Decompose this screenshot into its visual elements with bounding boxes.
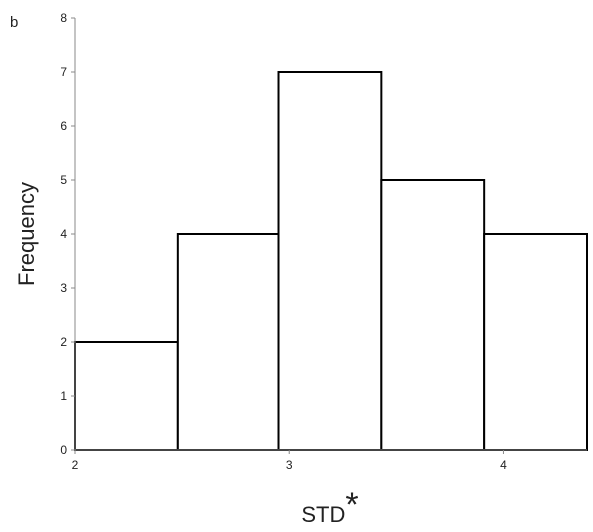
panel-label: b [10,14,18,31]
bars-group [74,71,588,451]
y-axis: 0 1 2 3 4 5 6 7 8 [60,11,76,457]
y-axis-title: Frequency [14,182,39,286]
y-tick-label: 1 [60,389,67,403]
y-tick-label: 3 [60,281,67,295]
y-tick-label: 6 [60,119,67,133]
histogram-bar-1 [74,341,179,451]
y-tick-label: 7 [60,65,67,79]
y-tick-label: 4 [60,227,67,241]
histogram-bar-5 [483,233,588,451]
x-tick-label: 3 [286,458,293,472]
x-tick-label: 2 [72,458,79,472]
y-tick-label: 2 [60,335,67,349]
histogram-bar-2 [176,233,280,451]
y-tick-label: 5 [60,173,67,187]
x-axis-title-asterisk: * [345,486,358,524]
y-tick-label: 0 [60,443,67,457]
x-axis: 2 3 4 [72,449,587,472]
y-tick-label: 8 [60,11,67,25]
x-axis-title-text: STD [301,502,345,527]
histogram-bar-4 [380,179,486,451]
x-axis-title: STD* [301,486,358,527]
histogram-bar-3 [277,71,383,451]
x-tick-label: 4 [500,458,507,472]
